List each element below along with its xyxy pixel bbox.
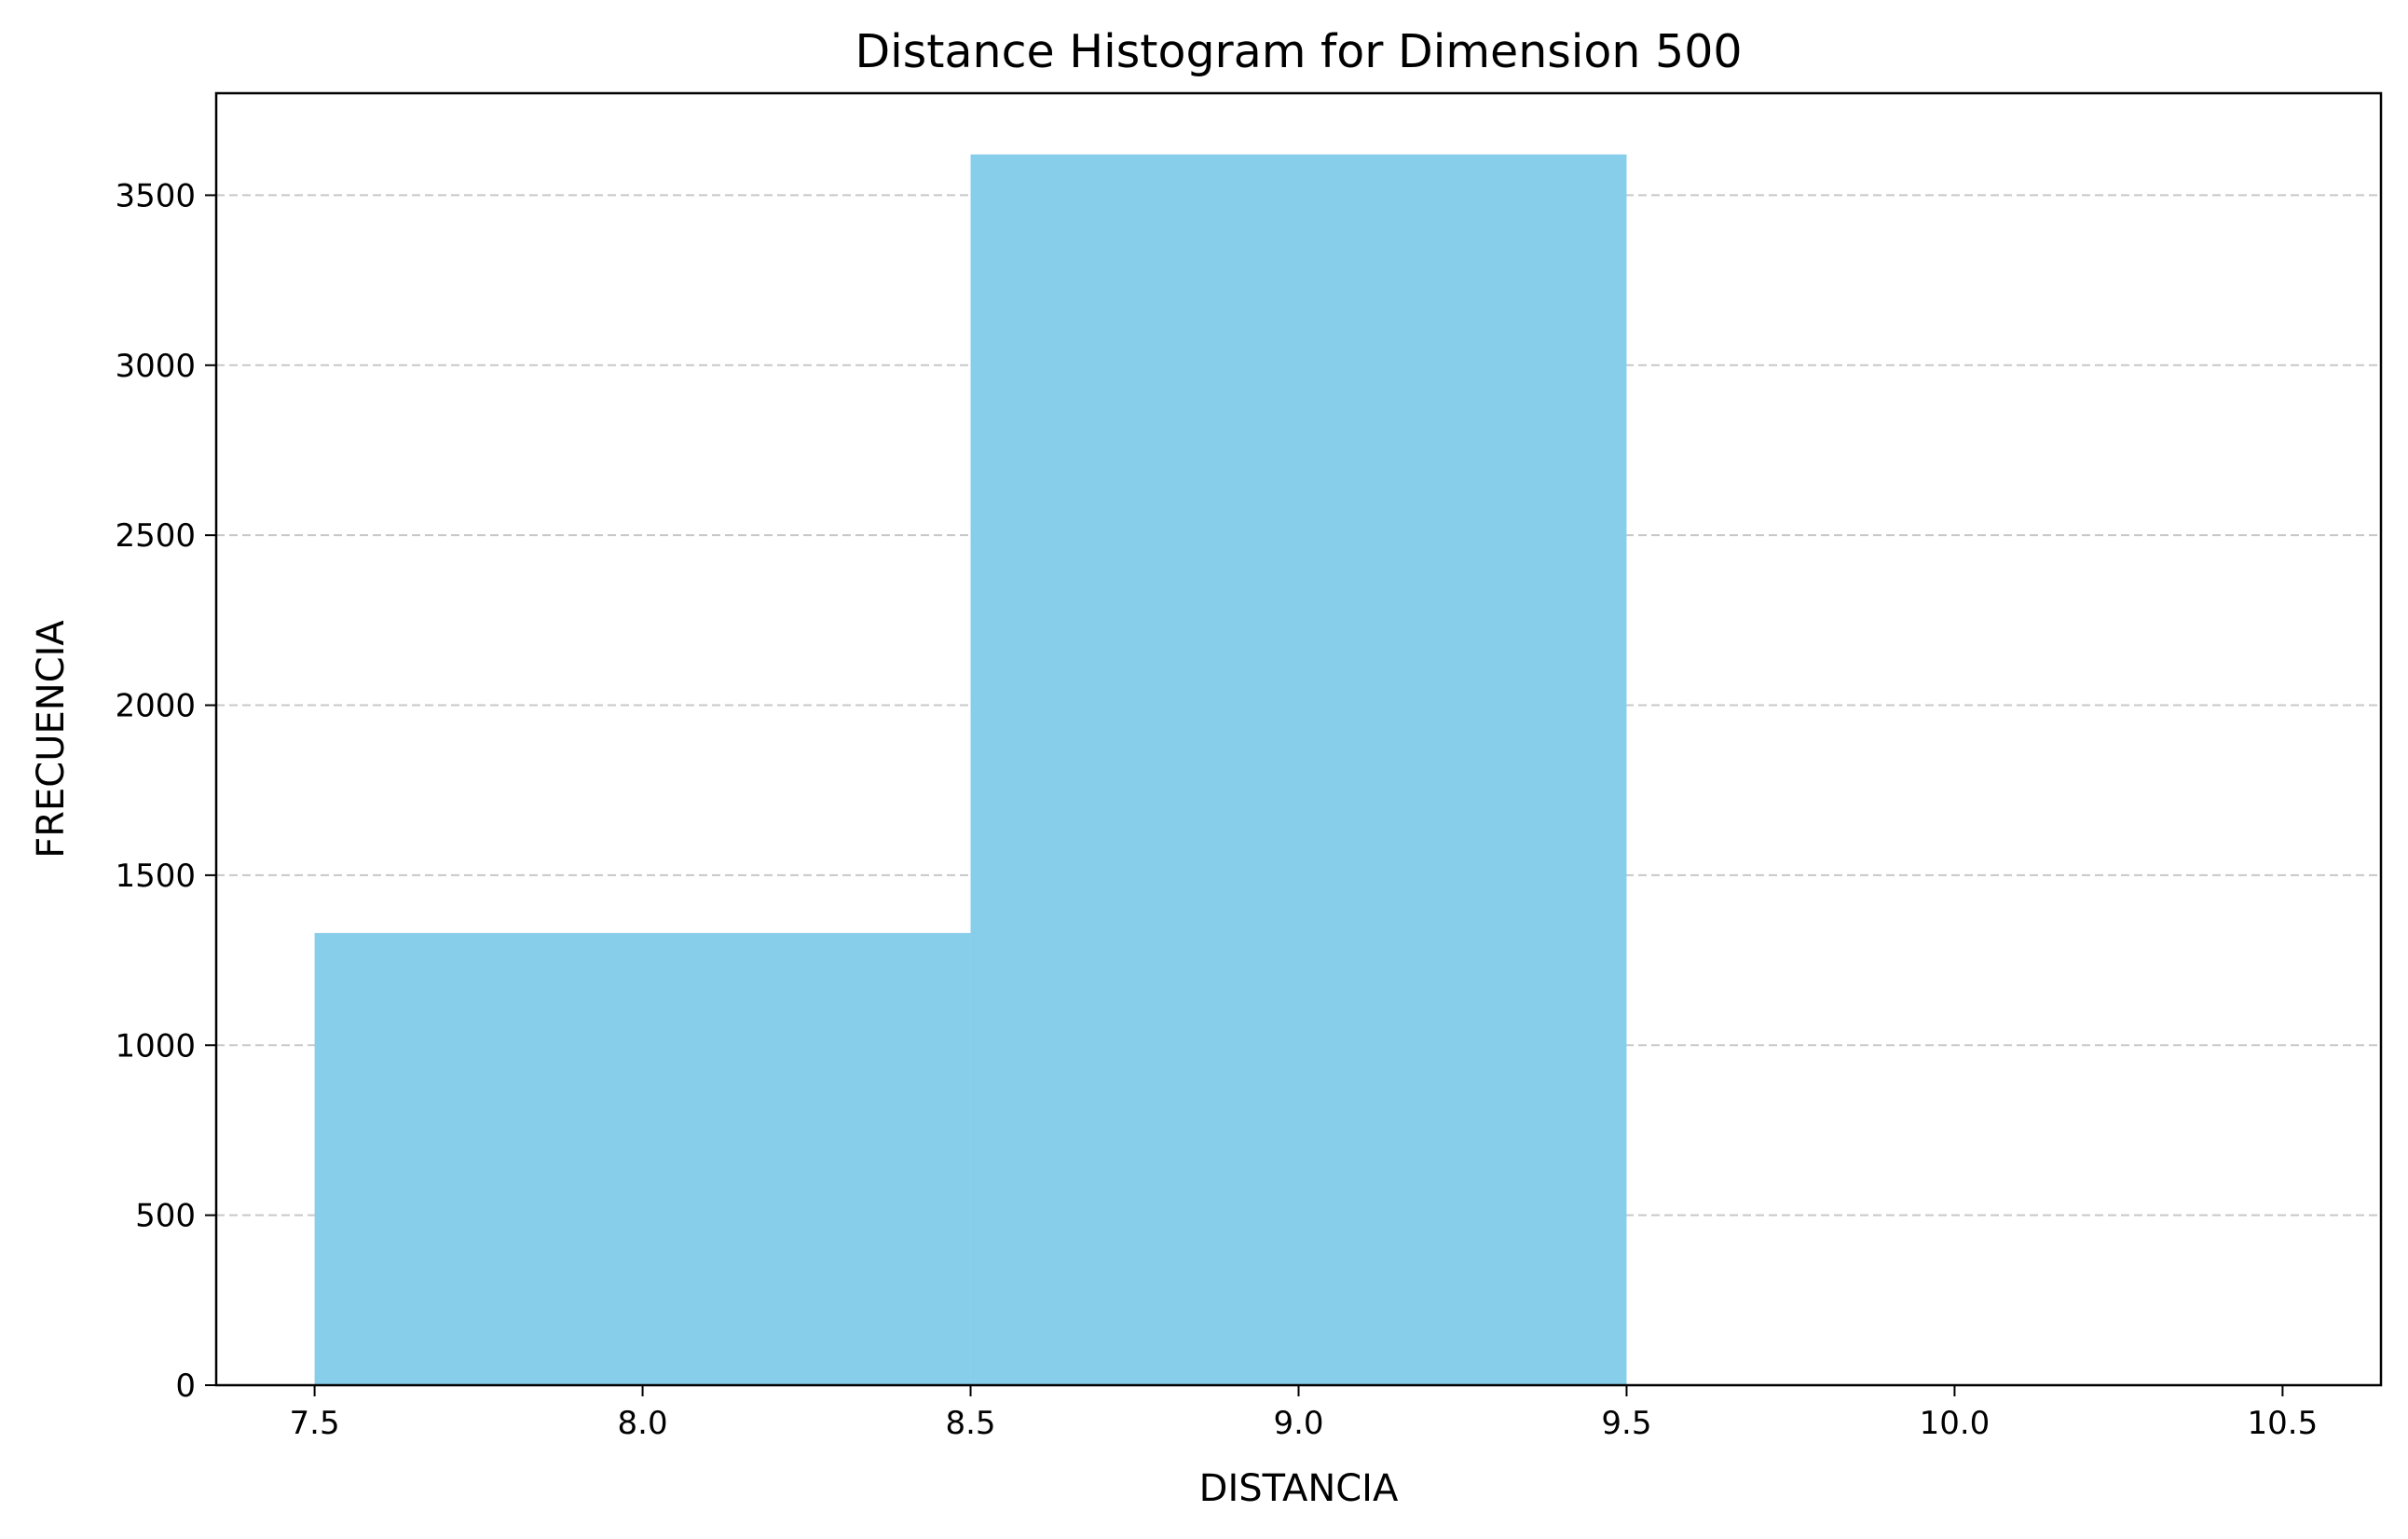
x-tick-label-5: 10.0 <box>1920 1405 1991 1442</box>
x-tick-label-6: 10.5 <box>2248 1405 2319 1442</box>
bars <box>314 154 1627 1386</box>
x-tick-label-1: 8.0 <box>618 1405 668 1442</box>
y-tick-label-3: 1500 <box>115 858 196 895</box>
y-tick-label-0: 0 <box>175 1367 196 1405</box>
y-axis: 0 500 1000 1500 2000 2500 3000 3500 <box>115 177 216 1405</box>
x-tick-label-3: 9.0 <box>1273 1405 1323 1442</box>
x-axis: 7.5 8.0 8.5 9.0 9.5 10.0 10.5 <box>290 1385 2319 1442</box>
x-tick-label-4: 9.5 <box>1601 1405 1651 1442</box>
x-tick-label-2: 8.5 <box>945 1405 995 1442</box>
x-tick-label-0: 7.5 <box>290 1405 340 1442</box>
y-tick-label-6: 3000 <box>115 348 196 385</box>
y-tick-label-1: 500 <box>135 1198 196 1235</box>
chart-title: Distance Histogram for Dimension 500 <box>855 25 1742 78</box>
x-axis-label: DISTANCIA <box>1199 1467 1399 1510</box>
y-tick-label-7: 3500 <box>115 177 196 214</box>
y-tick-label-4: 2000 <box>115 688 196 725</box>
grid-lines <box>216 194 2381 1216</box>
y-axis-label: FRECUENCIA <box>30 620 73 859</box>
histogram-bar-0 <box>314 932 971 1385</box>
y-tick-label-2: 1000 <box>115 1027 196 1065</box>
histogram-bar-1 <box>970 154 1627 1386</box>
y-tick-label-5: 2500 <box>115 517 196 555</box>
